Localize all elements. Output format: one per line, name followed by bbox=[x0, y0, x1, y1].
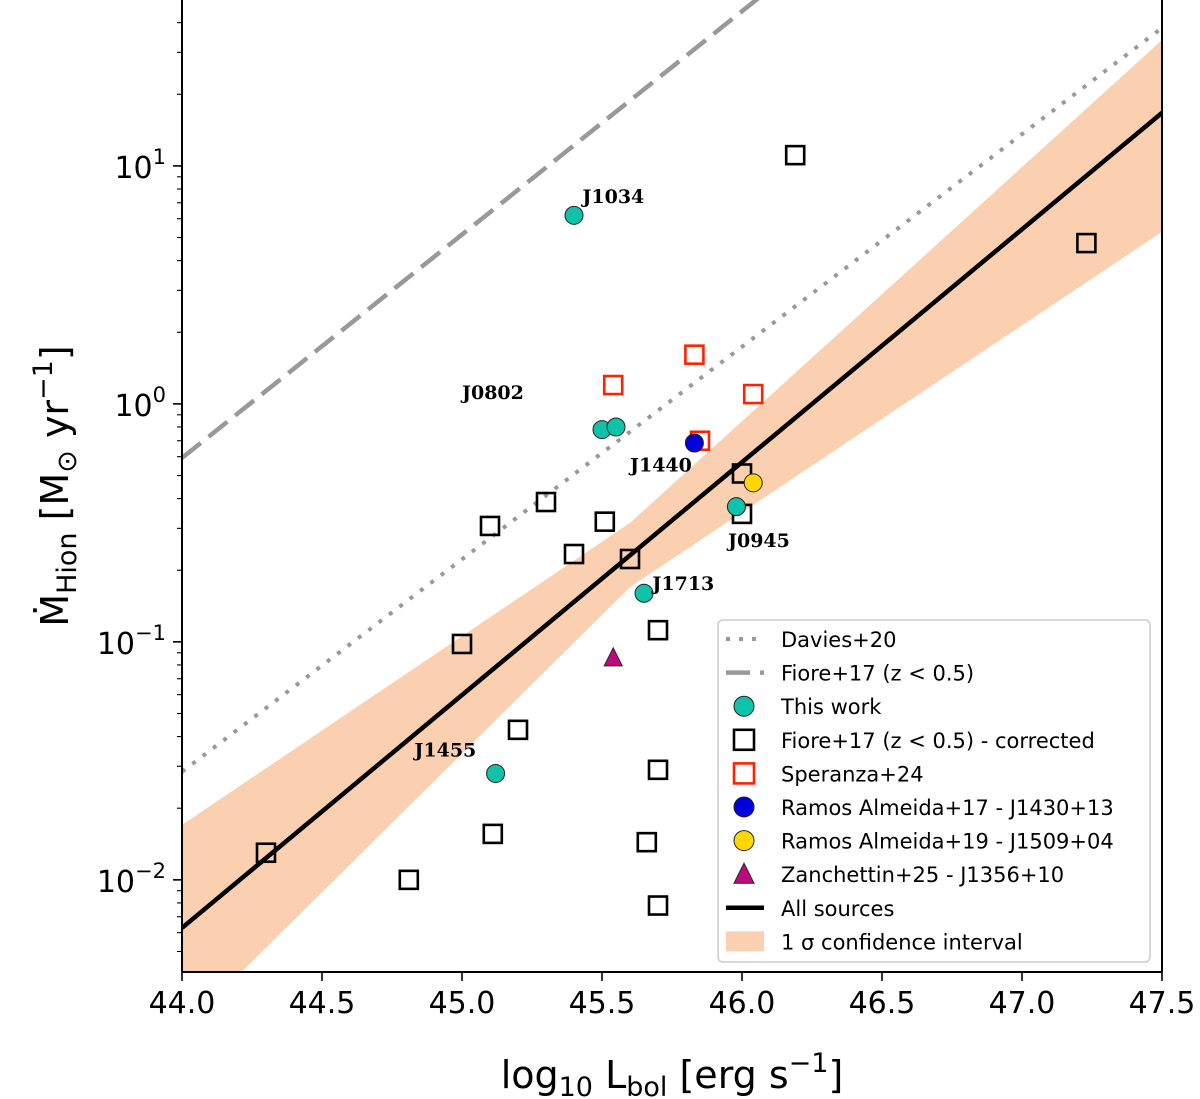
point-fiore bbox=[398, 869, 420, 891]
legend-box bbox=[717, 619, 1151, 963]
axes: 44.0 44.5 45.0 45.5 46.0 46.5 47.0 47.5 10−2 10−1… bbox=[97, 0, 1196, 1021]
legend-label: 1 σ confidence interval bbox=[781, 930, 1023, 954]
point-fiore bbox=[647, 759, 669, 781]
plot-area: J1034 J0802 J1440 J0945 J1713 J1455 bbox=[182, 0, 1162, 972]
legend-label: Ramos Almeida+17 - J1430+13 bbox=[781, 796, 1114, 820]
line-dotted bbox=[182, 25, 1162, 774]
legend-marker-icon bbox=[733, 796, 755, 818]
x-tick-label: 46.0 bbox=[709, 986, 776, 1021]
point-this_work bbox=[634, 583, 654, 603]
x-tick-label: 44.0 bbox=[149, 986, 216, 1021]
legend-label: All sources bbox=[781, 897, 894, 921]
annotation-label: J0945 bbox=[726, 530, 790, 552]
legend-marker-icon bbox=[733, 862, 755, 884]
y-tick-label: 10−2 bbox=[97, 859, 166, 900]
point-fiore bbox=[619, 548, 641, 570]
legend-label: Speranza+24 bbox=[781, 762, 924, 786]
point-fiore bbox=[647, 619, 669, 641]
legend-label: Fiore+17 (z < 0.5) - corrected bbox=[781, 729, 1095, 753]
y-tick-label: 100 bbox=[114, 383, 166, 424]
x-tick-label: 44.5 bbox=[289, 986, 356, 1021]
annotation-label: J1440 bbox=[628, 454, 692, 476]
legend-marker-icon bbox=[732, 762, 756, 785]
point-ramos19 bbox=[743, 473, 763, 493]
y-axis-label: ṀHion [M⊙ yr−1] bbox=[28, 345, 83, 626]
point-speranza bbox=[742, 383, 764, 405]
legend-label: Fiore+17 (z < 0.5) bbox=[781, 662, 974, 686]
line-dashed bbox=[182, 0, 760, 460]
point-fiore bbox=[731, 463, 753, 484]
point-ramos17 bbox=[684, 433, 704, 453]
point-fiore bbox=[647, 895, 669, 916]
x-tick-label: 47.0 bbox=[989, 986, 1056, 1021]
point-speranza bbox=[684, 344, 705, 365]
point-fiore bbox=[1076, 232, 1097, 254]
annotation-label: J1034 bbox=[580, 186, 644, 208]
legend-label: Ramos Almeida+19 - J1509+04 bbox=[781, 830, 1114, 854]
y-tick-label: 101 bbox=[114, 145, 166, 186]
legend: Davies+20 Fiore+17 (z < 0.5) This work Fior… bbox=[717, 619, 1151, 963]
x-tick-label: 45.0 bbox=[429, 986, 496, 1021]
point-fiore bbox=[636, 831, 658, 853]
point-fiore bbox=[255, 842, 277, 864]
point-speranza bbox=[602, 374, 624, 396]
point-fiore bbox=[507, 719, 529, 741]
point-this_work bbox=[606, 417, 626, 437]
point-fiore bbox=[479, 515, 501, 537]
point-fiore bbox=[451, 633, 473, 655]
point-this_work bbox=[564, 205, 584, 225]
annotation-label: J1713 bbox=[650, 573, 714, 595]
legend-marker-icon bbox=[732, 728, 756, 752]
legend-marker-icon bbox=[733, 695, 755, 717]
point-fiore bbox=[535, 491, 557, 513]
y-tick-label: 10−1 bbox=[97, 621, 166, 662]
legend-marker-icon bbox=[733, 830, 755, 852]
annotation-label: J1455 bbox=[412, 739, 476, 761]
plot-content: J1034 J0802 J1440 J0945 J1713 J1455 bbox=[182, 0, 1162, 972]
x-axis-label: log10 Lbol [erg s−1] bbox=[501, 1048, 844, 1099]
x-tick-label: 47.5 bbox=[1129, 986, 1196, 1021]
point-this_work bbox=[486, 763, 506, 783]
legend-patch-icon bbox=[726, 931, 764, 952]
annotation-label: J0802 bbox=[460, 382, 524, 404]
point-fiore bbox=[563, 543, 585, 565]
point-fiore bbox=[482, 823, 504, 845]
point-fiore bbox=[594, 511, 616, 532]
legend-label: Zanchettin+25 - J1356+10 bbox=[781, 863, 1064, 887]
x-tick-label: 45.5 bbox=[569, 986, 636, 1021]
point-this_work bbox=[726, 497, 746, 517]
confidence-band bbox=[182, 40, 1162, 972]
legend-label: This work bbox=[780, 695, 882, 719]
line-solid bbox=[182, 109, 1162, 930]
point-zanchettin bbox=[603, 646, 624, 667]
legend-label: Davies+20 bbox=[781, 628, 896, 652]
x-tick-label: 46.5 bbox=[849, 986, 916, 1021]
point-fiore bbox=[784, 144, 806, 166]
